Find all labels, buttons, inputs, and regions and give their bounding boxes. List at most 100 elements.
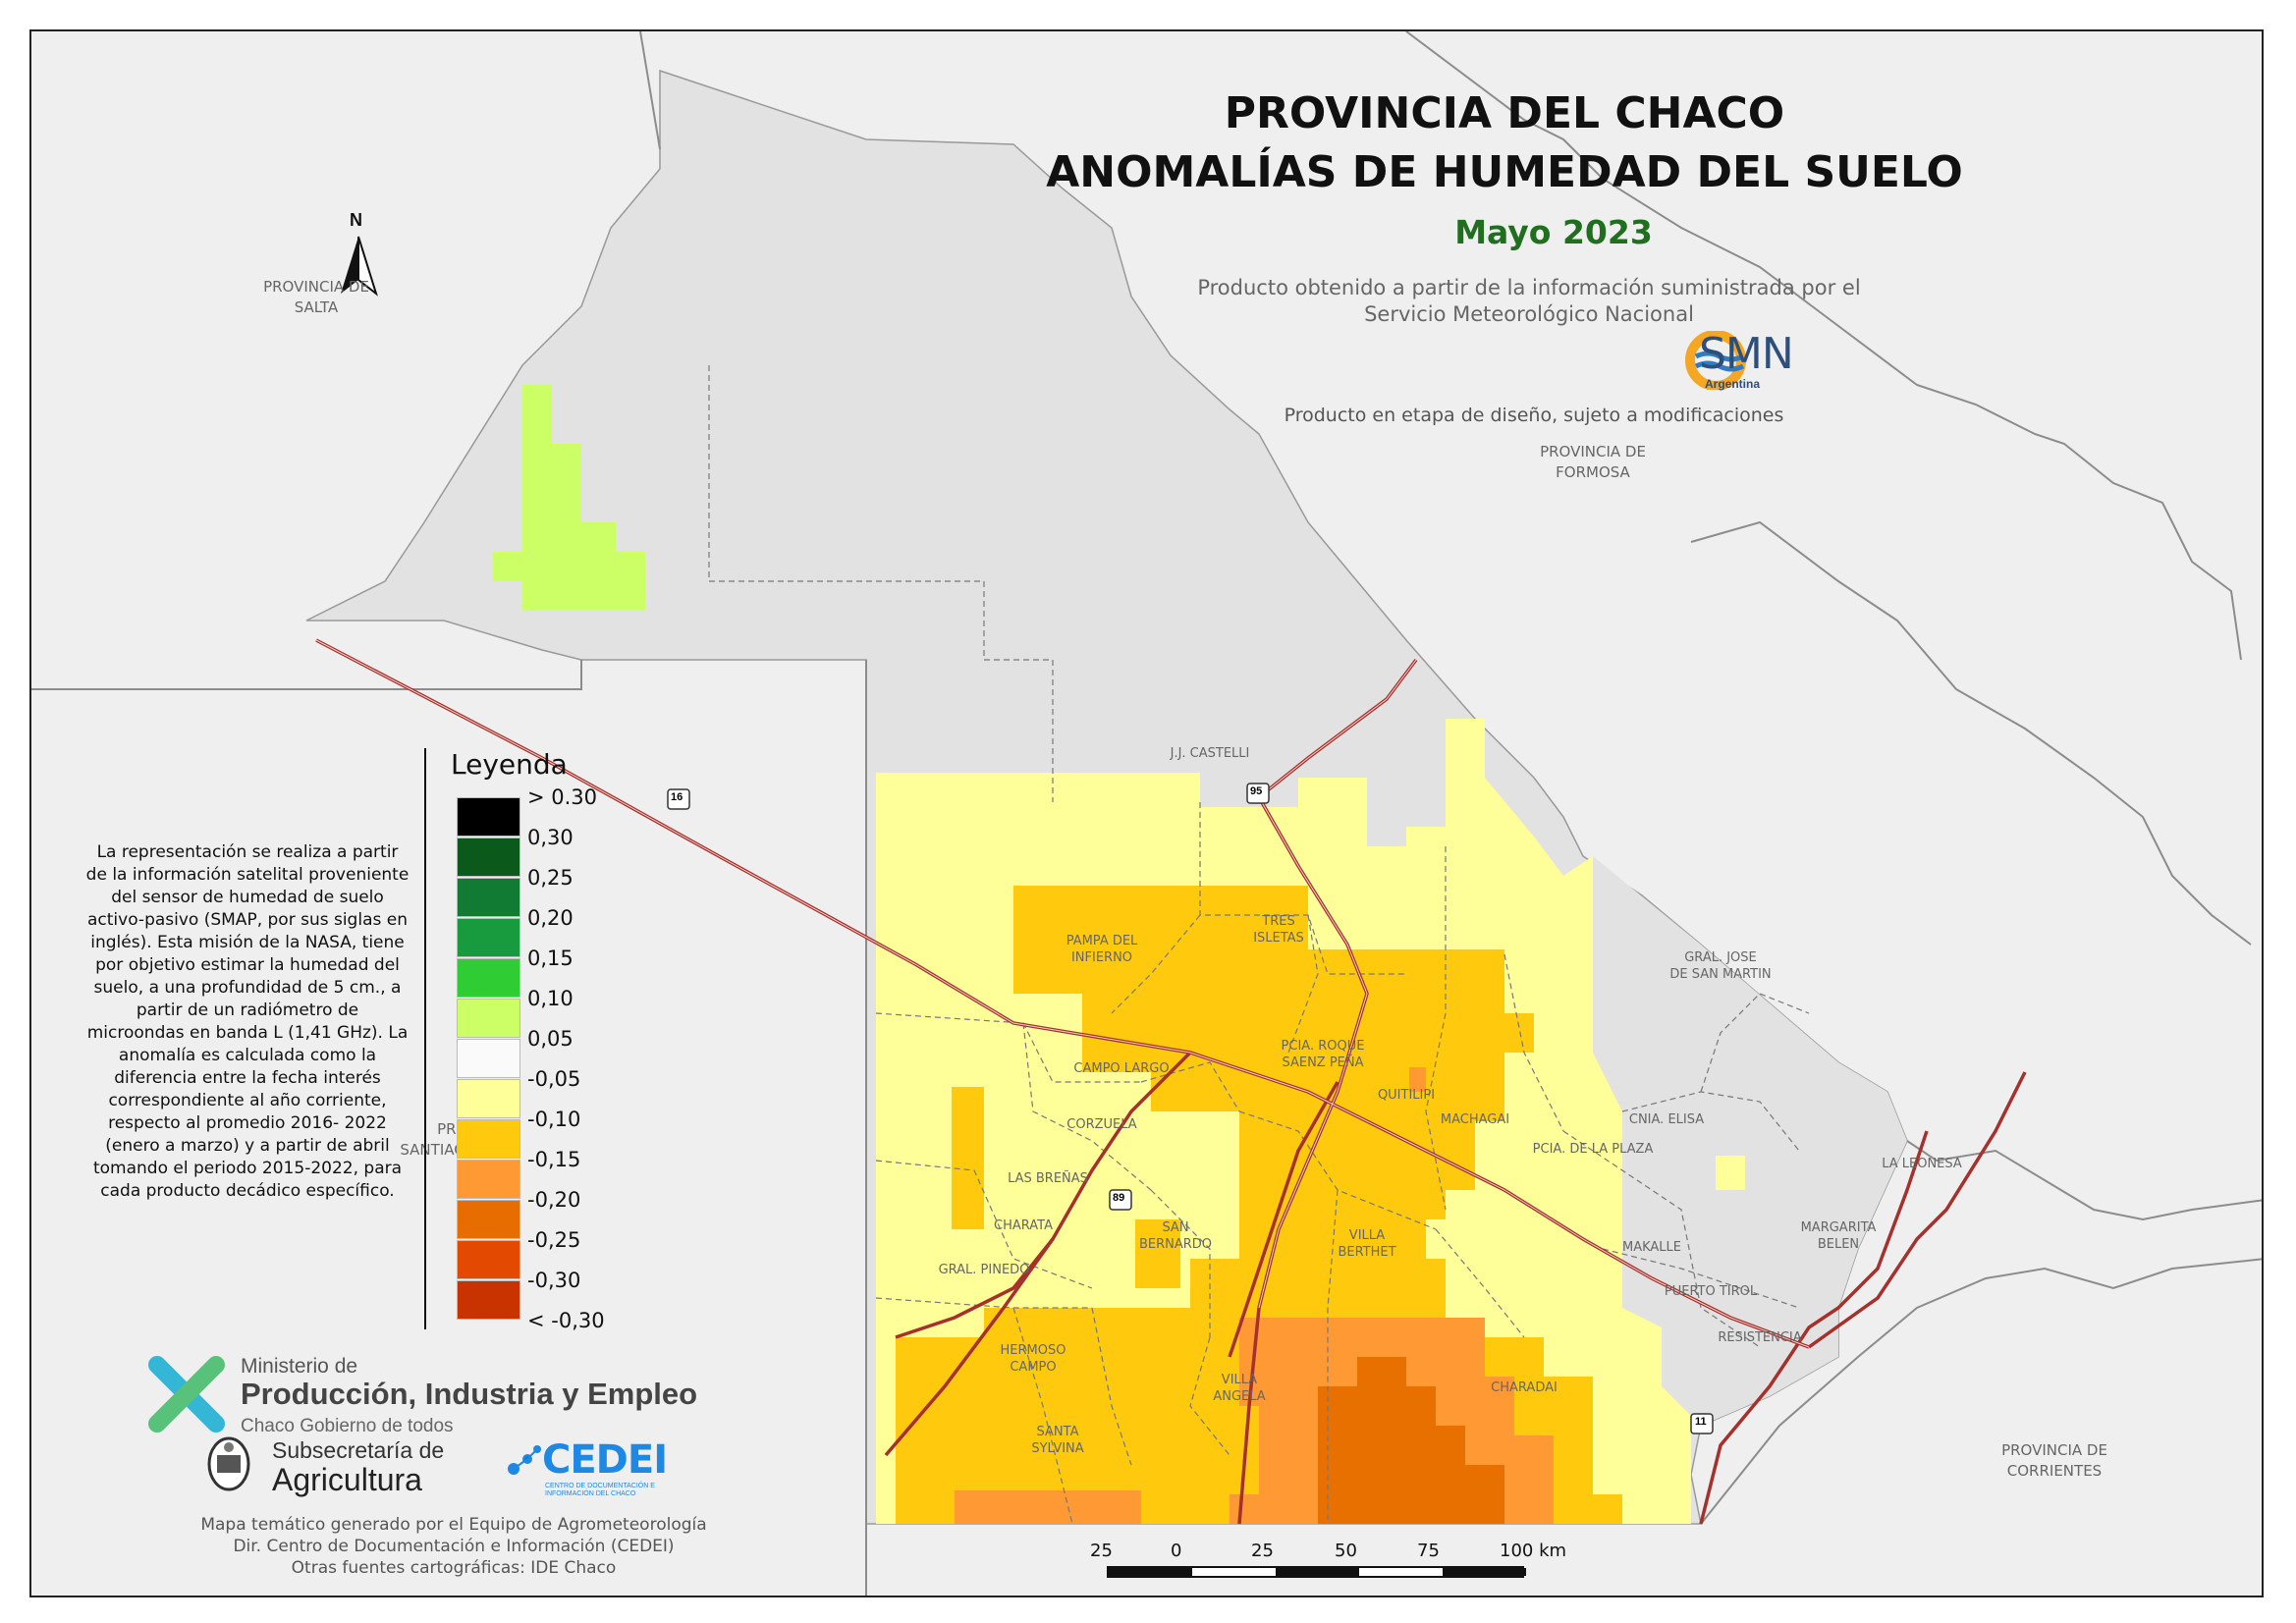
- province-corrientes-line2: CORRIENTES: [2006, 1462, 2103, 1480]
- route-shield-16: 16: [671, 791, 683, 803]
- city-resistencia-l1: RESISTENCIA: [1718, 1330, 1802, 1345]
- legend-label: -0,20: [527, 1188, 581, 1212]
- credits-line3: Otras fuentes cartográficas: IDE Chaco: [291, 1558, 617, 1578]
- city-cnia-elisa-l1: CNIA. ELISA: [1628, 1112, 1705, 1127]
- scale-label: 25: [1251, 1541, 1274, 1561]
- map-title-line2: ANOMALÍAS DE HUMEDAD DEL SUELO: [1046, 147, 1963, 197]
- explanation-text: La representación se realiza a partir de…: [85, 842, 410, 1201]
- city-la-leonesa-l1: LA LEONESA: [1882, 1157, 1962, 1171]
- scale-label: 100 km: [1500, 1541, 1567, 1561]
- cedei-logo-icon: [508, 1445, 541, 1475]
- nodata-east: [1593, 856, 1907, 1426]
- city-villa-berthet: VILLA BERTHET: [1328, 1227, 1406, 1261]
- legend-swatch: [457, 1160, 520, 1199]
- map-frame: 16 95 89 11 PROVINCIA DEL CHACO ANOMALÍA…: [29, 29, 2264, 1597]
- city-castelli-l1: J.J. CASTELLI: [1170, 746, 1250, 761]
- cedei-logo-sub: CENTRO DE DOCUMENTACIÓN E INFORMACIÓN DE…: [545, 1483, 655, 1497]
- legend-swatch: [457, 1240, 520, 1279]
- smn-logo-sub: Argentina: [1705, 377, 1761, 391]
- city-charadai: CHARADAI: [1475, 1380, 1573, 1396]
- city-corzuela-l1: CORZUELA: [1066, 1117, 1137, 1132]
- border-paraguay: [1690, 520, 2252, 946]
- province-salta-line2: SALTA: [294, 298, 339, 316]
- legend-swatch: [457, 1039, 520, 1078]
- zone-minus-020: [1318, 1357, 1504, 1524]
- province-formosa-line1: PROVINCIA DE: [1540, 443, 1646, 460]
- border-corrientes: [1906, 1140, 2262, 1221]
- legend-label: -0,30: [527, 1269, 581, 1292]
- zone-minus-015-machagai: [1409, 1067, 1426, 1092]
- smn-logo-icon: [1685, 331, 1746, 390]
- legend-label: -0,25: [527, 1228, 581, 1252]
- province-formosa: PROVINCIA DE FORMOSA: [1504, 442, 1681, 483]
- province-formosa-line2: FORMOSA: [1556, 463, 1630, 481]
- legend-swatch: [457, 1119, 520, 1159]
- ministry-line2: Producción, Industria y Empleo: [241, 1377, 698, 1411]
- subsec-line2: Agricultura: [272, 1462, 422, 1497]
- city-charata-l1: CHARATA: [994, 1218, 1053, 1233]
- legend-label: 0,25: [527, 866, 574, 890]
- city-charata: CHARATA: [974, 1217, 1072, 1234]
- city-gral-pinedo-l1: GRAL. PINEDO: [938, 1263, 1030, 1277]
- city-castelli: J.J. CASTELLI: [1151, 745, 1269, 762]
- legend-label: < -0,30: [527, 1309, 605, 1332]
- zone-plus-010: [493, 385, 645, 611]
- ministry-line1: Ministerio de: [241, 1355, 358, 1378]
- legend-swatch: [457, 797, 520, 837]
- city-san-bernardo: SAN BERNARDO: [1131, 1219, 1220, 1253]
- city-gral-san-martin-l1: GRAL. JOSE: [1684, 950, 1757, 965]
- city-villa-angela-l1: VILLA: [1221, 1373, 1258, 1387]
- city-pcia-plaza-l1: PCIA. DE LA PLAZA: [1532, 1142, 1654, 1157]
- city-margarita-belen-l2: BELEN: [1817, 1237, 1860, 1252]
- department-lines: [708, 365, 1810, 1525]
- map-canvas: [31, 31, 2262, 1596]
- city-quitilipi-l1: QUITILIPI: [1377, 1088, 1436, 1103]
- north-arrow-icon: [341, 236, 378, 297]
- ministry-line3: Chaco Gobierno de todos: [241, 1416, 454, 1436]
- map-period: Mayo 2023: [1454, 213, 1653, 251]
- legend-label: 0,15: [527, 947, 574, 970]
- legend-swatch: [457, 878, 520, 917]
- city-saenz-pena: PCIA. ROQUE SAENZ PEÑA: [1274, 1038, 1372, 1071]
- zone-minus-015-sw: [955, 1490, 1141, 1524]
- city-san-bernardo-l2: BERNARDO: [1138, 1237, 1213, 1252]
- roads-inner: [315, 639, 1810, 1348]
- province-salta: PROVINCIA DE SALTA: [228, 277, 405, 318]
- border-formosa-north: [1405, 31, 2242, 661]
- source-line1: Producto obtenido a partir de la informa…: [1197, 276, 1861, 299]
- scale-label: 75: [1417, 1541, 1440, 1561]
- subsec-line1: Subsecretaría de: [272, 1437, 445, 1463]
- route-shields: [667, 783, 1714, 1434]
- scale-seg-3: [1276, 1568, 1359, 1576]
- city-villa-angela-l2: ANGELA: [1213, 1389, 1266, 1404]
- city-pampa-infierno-l1: PAMPA DEL: [1066, 934, 1138, 948]
- scale-label: 50: [1335, 1541, 1357, 1561]
- city-saenz-pena-l2: SAENZ PEÑA: [1282, 1055, 1364, 1070]
- legend-swatch: [457, 958, 520, 998]
- city-gral-pinedo: GRAL. PINEDO: [930, 1262, 1038, 1278]
- legend-label: 0,30: [527, 826, 574, 849]
- city-tres-isletas: TRES ISLETAS: [1239, 913, 1318, 947]
- city-santa-sylvina: SANTA SYLVINA: [1013, 1424, 1102, 1457]
- province-corrientes-line1: PROVINCIA DE: [2001, 1441, 2107, 1459]
- city-pampa-infierno: PAMPA DEL INFIERNO: [1048, 933, 1156, 966]
- scale-label: 0: [1171, 1541, 1182, 1561]
- credits-line2: Dir. Centro de Documentación e Informaci…: [233, 1537, 675, 1556]
- city-la-leonesa: LA LEONESA: [1873, 1156, 1971, 1172]
- route-89-west: [895, 1237, 1055, 1339]
- city-san-bernardo-l1: SAN: [1162, 1220, 1189, 1235]
- city-corzuela: CORZUELA: [1053, 1116, 1151, 1133]
- border-salta-formosa: [639, 31, 661, 150]
- city-hermoso-campo-l1: HERMOSO: [1000, 1343, 1066, 1358]
- legend-swatch: [457, 1079, 520, 1118]
- map-title-line1: PROVINCIA DEL CHACO: [1224, 88, 1785, 138]
- design-note: Producto en etapa de diseño, sujeto a mo…: [1284, 405, 1784, 426]
- legend-swatch: [457, 1280, 520, 1320]
- legend-swatch: [457, 999, 520, 1038]
- city-machagai-l1: MACHAGAI: [1440, 1112, 1510, 1127]
- city-pampa-infierno-l2: INFIERNO: [1070, 950, 1133, 965]
- ministry-logo-icon: [148, 1356, 225, 1433]
- cedei-logo-text: CEDEI: [542, 1437, 668, 1483]
- north-label: N: [350, 210, 362, 230]
- route-shield-11: 11: [1695, 1416, 1707, 1428]
